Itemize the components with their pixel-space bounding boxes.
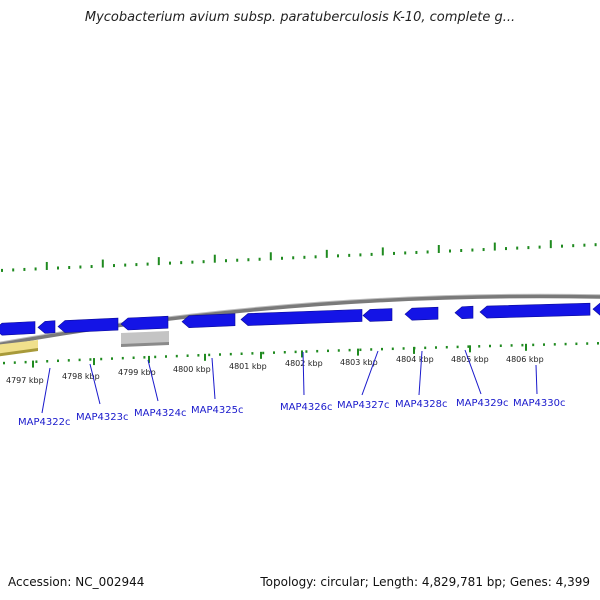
gene-label[interactable]: MAP4326c	[280, 402, 332, 413]
scale-label: 4800 kbp	[173, 365, 211, 374]
cds-feature[interactable]	[592, 302, 600, 316]
accession-text: Accession: NC_002944	[8, 575, 145, 589]
gene-leader-line	[361, 350, 379, 396]
gene-leader-line	[464, 349, 482, 395]
gene-label[interactable]: MAP4327c	[337, 400, 389, 411]
scale-label: 4801 kbp	[229, 362, 267, 371]
scale-label: 4802 kbp	[285, 359, 323, 368]
gene-leader-line	[41, 367, 51, 414]
cds-feature[interactable]	[0, 321, 36, 336]
gene-leader-line	[89, 363, 101, 405]
cds-feature[interactable]	[454, 305, 474, 320]
trna-feature-edge	[0, 348, 38, 357]
cds-feature[interactable]	[362, 308, 393, 322]
gene-label[interactable]: MAP4328c	[395, 399, 447, 410]
scale-label: 4804 kbp	[396, 355, 434, 364]
gene-leader-line	[535, 364, 538, 395]
cds-feature[interactable]	[240, 309, 363, 326]
gene-label[interactable]: MAP4324c	[134, 408, 186, 419]
map-title: Mycobacterium avium subsp. paratuberculo…	[84, 10, 516, 25]
gene-label[interactable]: MAP4322c	[18, 417, 70, 428]
scale-label: 4806 kbp	[506, 355, 544, 364]
scale-label: 4799 kbp	[118, 368, 156, 377]
gene-leader-line	[211, 357, 216, 400]
gene-leader-line	[418, 350, 423, 396]
pseudogene-feature-edge	[121, 342, 169, 347]
genome-summary-text: Topology: circular; Length: 4,829,781 bp…	[260, 575, 590, 589]
gene-leader-line	[147, 359, 159, 402]
scale-labels: 4797 kbp 4798 kbp 4799 kbp 4800 kbp 4801 kbp…	[6, 355, 544, 385]
cds-feature[interactable]	[479, 302, 591, 319]
gene-label[interactable]: MAP4329c	[456, 398, 508, 409]
cds-feature[interactable]	[120, 315, 169, 331]
gene-label[interactable]: MAP4330c	[513, 398, 565, 409]
cds-feature[interactable]	[37, 320, 56, 334]
scale-label: 4797 kbp	[6, 376, 44, 385]
scale-label: 4805 kbp	[451, 355, 489, 364]
gene-label[interactable]: MAP4323c	[76, 412, 128, 423]
cds-feature[interactable]	[404, 306, 439, 321]
cds-feature[interactable]	[181, 313, 236, 328]
scale-tick-ring	[3, 342, 599, 368]
scale-label: 4803 kbp	[340, 358, 378, 367]
gene-label[interactable]: MAP4325c	[191, 405, 243, 416]
pseudogene-feature[interactable]	[121, 331, 169, 345]
gene-labels[interactable]: MAP4322c MAP4323c MAP4324c MAP4325c MAP4326c…	[18, 349, 565, 428]
outer-tick-ring	[1, 240, 597, 272]
cds-feature[interactable]	[57, 317, 119, 333]
scale-label: 4798 kbp	[62, 372, 100, 381]
feature-track[interactable]	[0, 302, 600, 357]
trna-feature[interactable]	[0, 340, 38, 356]
gene-leader-line	[302, 351, 305, 396]
